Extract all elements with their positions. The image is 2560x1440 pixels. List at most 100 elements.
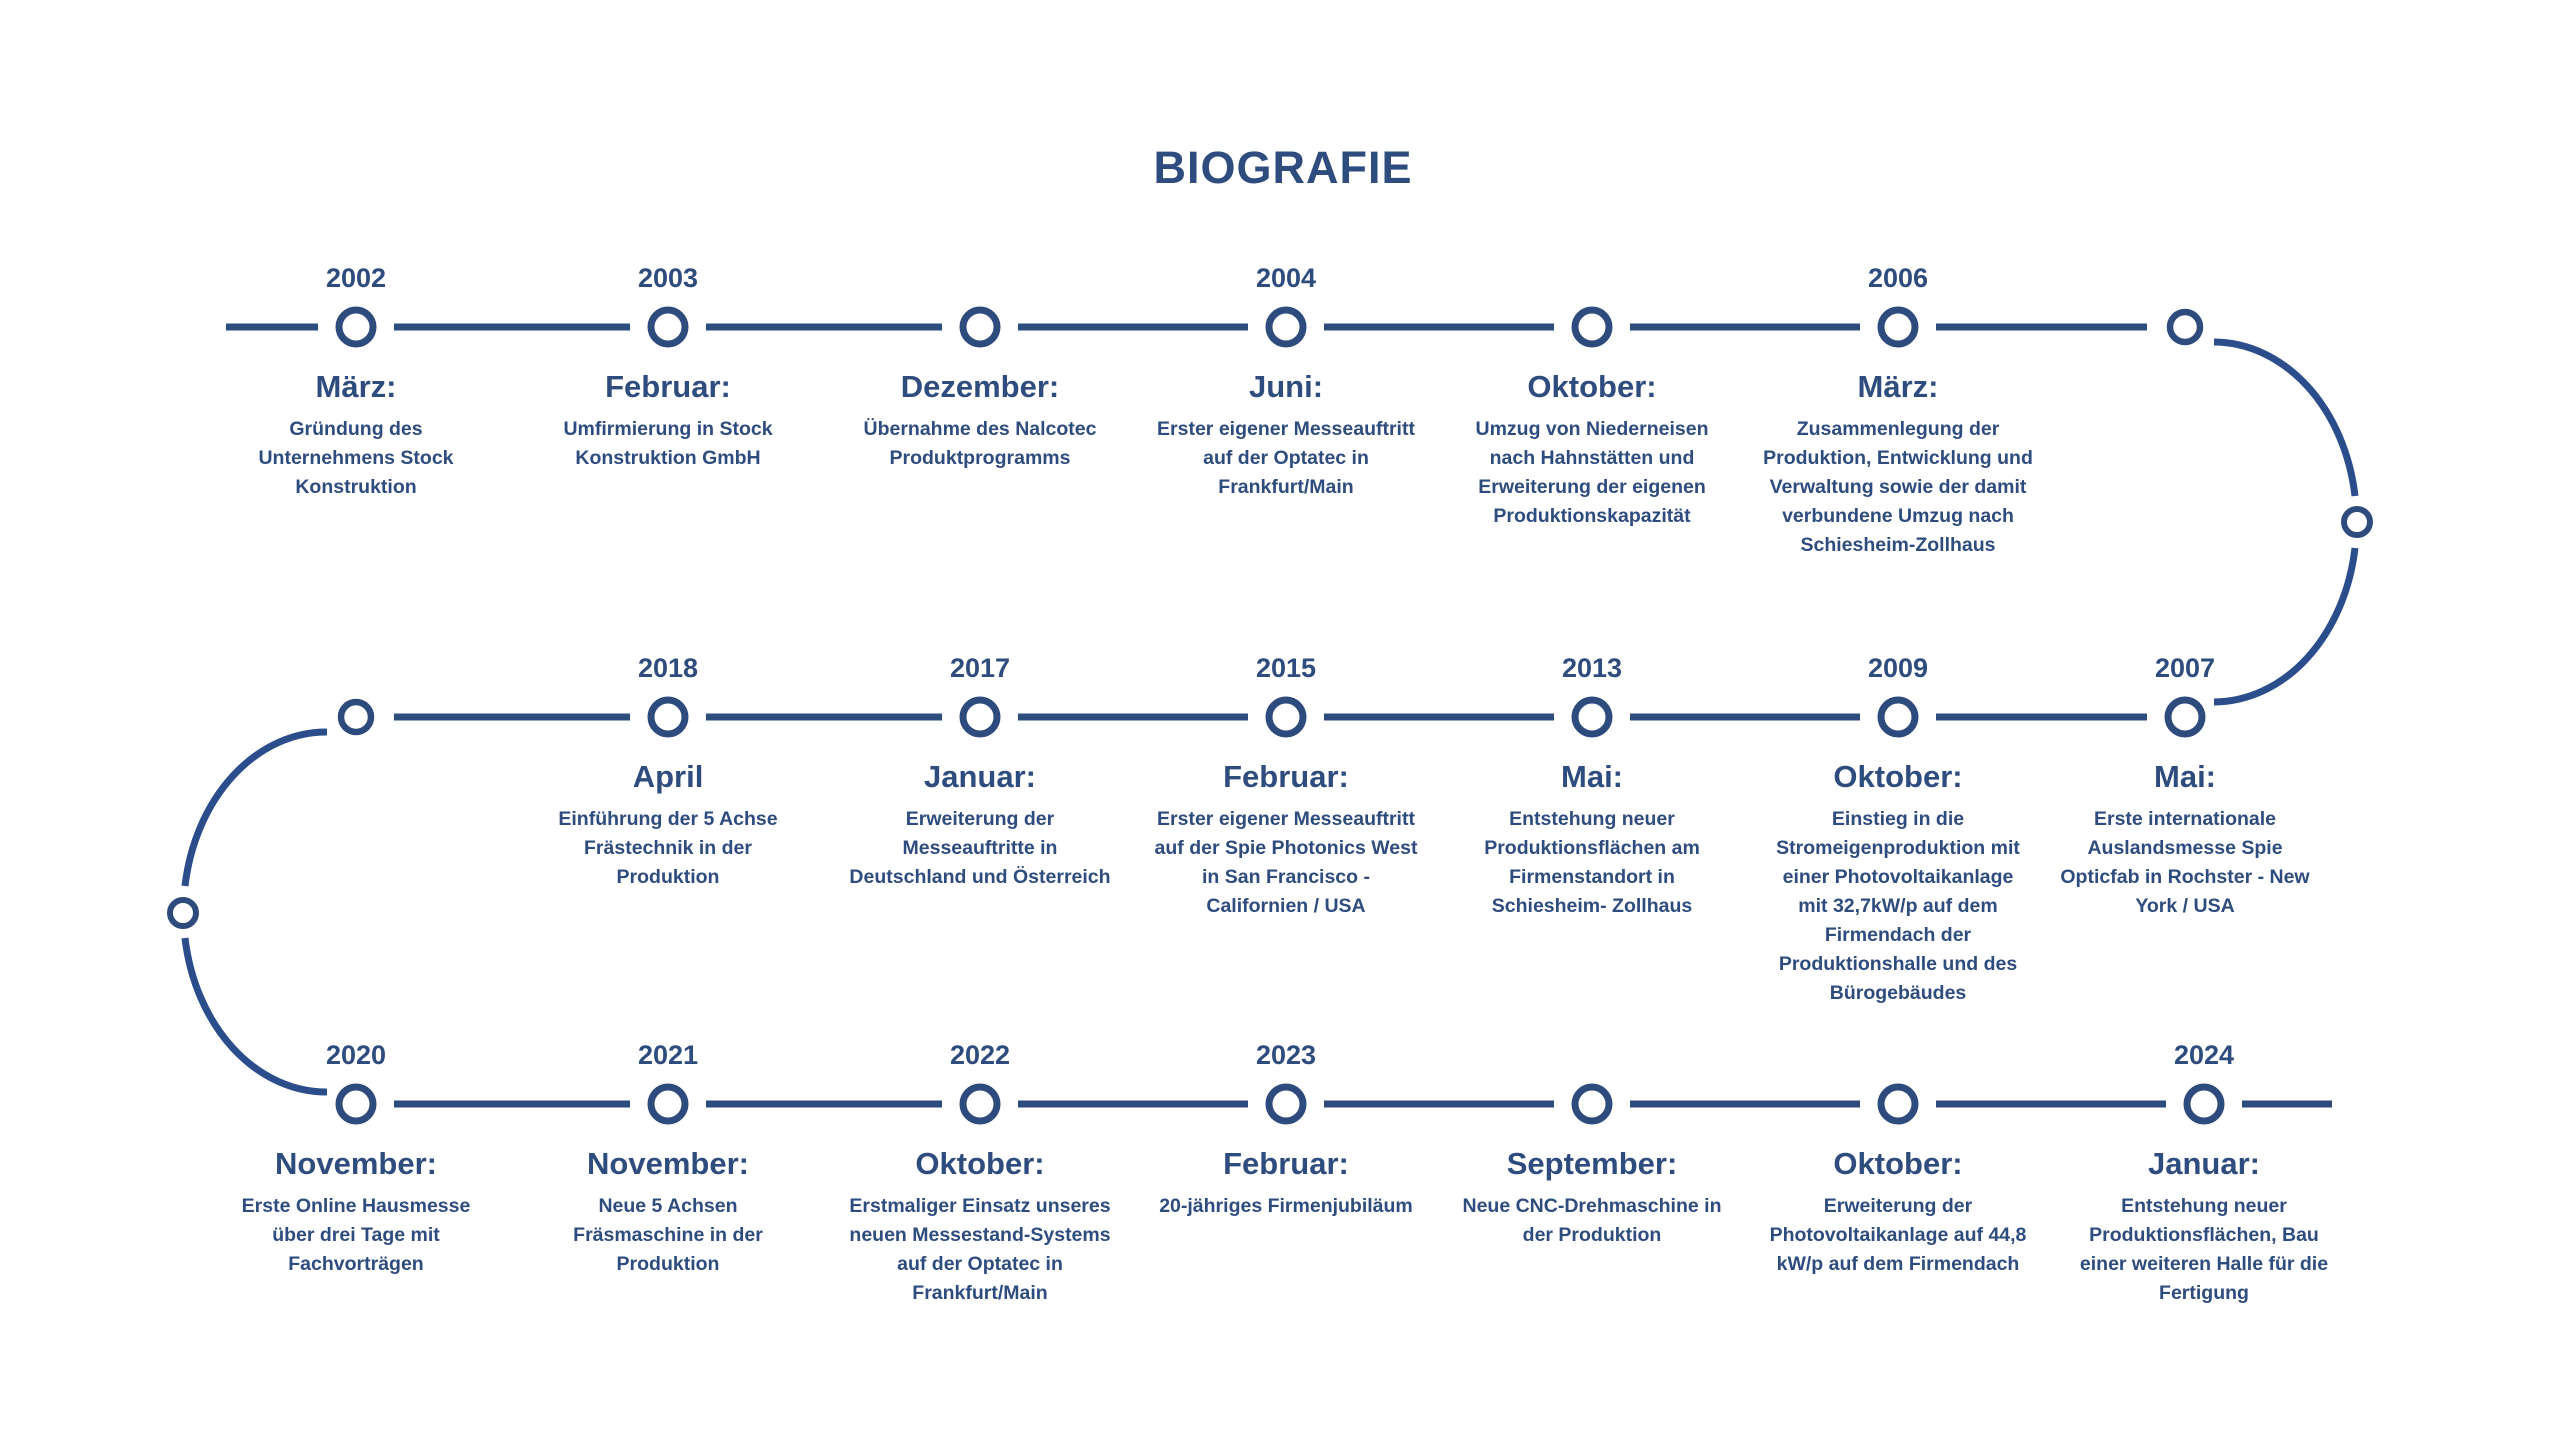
- milestone-description: Einführung der 5 Achse Frästechnik in de…: [558, 808, 778, 888]
- milestone-2006: 2006 März: Zusammenlegung der Produktion…: [1678, 263, 2118, 560]
- milestone-2020: 2020 November: Erste Online Hausmesse üb…: [136, 1040, 576, 1279]
- node-2021: [647, 1083, 689, 1125]
- milestone-2022: 2022 Oktober: Erstmaliger Einsatz unsere…: [760, 1040, 1200, 1308]
- milestone-year: 2002: [325, 263, 387, 293]
- node-oktober-pv: [1877, 1083, 1919, 1125]
- milestone-month: September:: [1506, 1146, 1678, 1181]
- milestone-2002: 2002 März: Gründung des Unternehmens Sto…: [136, 263, 576, 502]
- milestone-description: Erste internationale Auslandsmesse Spie …: [2060, 808, 2310, 917]
- node-2017: [959, 696, 1001, 738]
- milestone-month: Mai:: [1561, 759, 1623, 794]
- milestone-description: Erstmaliger Einsatz unseres neuen Messes…: [849, 1195, 1111, 1304]
- milestone-month: Oktober:: [1833, 1146, 1963, 1181]
- node-2002: [335, 306, 377, 348]
- milestone-description: Erster eigener Messeauftritt auf der Opt…: [1157, 418, 1415, 498]
- milestone-year: 2007: [2154, 653, 2216, 683]
- milestone-oktober-umzug: Oktober: Umzug von Niederneisen nach Hah…: [1372, 263, 1812, 531]
- milestone-year: 2017: [949, 653, 1011, 683]
- milestone-year: 2023: [1255, 1040, 1317, 1070]
- milestone-month: Mai:: [2154, 759, 2216, 794]
- milestone-description: Neue 5 Achsen Fräsmaschine in der Produk…: [573, 1195, 763, 1275]
- milestone-2009: 2009 Oktober: Einstieg in die Stromeigen…: [1678, 653, 2118, 1008]
- milestone-2021: 2021 November: Neue 5 Achsen Fräsmaschin…: [448, 1040, 888, 1279]
- milestone-2004: 2004 Juni: Erster eigener Messeauftritt …: [1066, 263, 1506, 502]
- milestone-month: März:: [1857, 369, 1939, 404]
- milestone-2018: 2018 April Einführung der 5 Achse Fräste…: [448, 653, 888, 892]
- node-2018: [647, 696, 689, 738]
- milestone-description: Umzug von Niederneisen nach Hahnstätten …: [1475, 418, 1709, 527]
- milestone-month: Dezember:: [900, 369, 1060, 404]
- milestone-2024: 2024 Januar: Entstehung neuer Produktion…: [1984, 1040, 2424, 1308]
- milestone-description: Umfirmierung in Stock Konstruktion GmbH: [563, 418, 773, 469]
- milestone-month: Februar:: [1223, 759, 1349, 794]
- milestone-2007: 2007 Mai: Erste internationale Auslandsm…: [1965, 653, 2405, 921]
- node-oktober-umzug: [1571, 306, 1613, 348]
- node-2004: [1265, 306, 1307, 348]
- milestone-month: Oktober:: [1833, 759, 1963, 794]
- corner-node-row1-end: [2166, 308, 2204, 346]
- corner-node-row2-start: [337, 698, 375, 736]
- milestone-description: Einstieg in die Stromeigenproduktion mit…: [1776, 808, 2020, 1004]
- node-2003: [647, 306, 689, 348]
- milestone-month: Februar:: [605, 369, 731, 404]
- connector-arc-right-top: [2213, 338, 2359, 497]
- milestone-description: Erste Online Hausmesse über drei Tage mi…: [241, 1195, 471, 1275]
- node-2013: [1571, 696, 1613, 738]
- milestone-dezember-2003: Dezember: Übernahme des Nalcotec Produkt…: [760, 263, 1200, 473]
- milestone-description: Erweiterung der Photovoltaikanlage auf 4…: [1769, 1195, 2027, 1275]
- milestone-2003: 2003 Februar: Umfirmierung in Stock Kons…: [448, 263, 888, 473]
- milestone-year: 2021: [637, 1040, 699, 1070]
- milestone-oktober-pv: Oktober: Erweiterung der Photovoltaikanl…: [1678, 1040, 2118, 1279]
- milestone-month: Oktober:: [915, 1146, 1045, 1181]
- node-2024: [2183, 1083, 2225, 1125]
- node-2009: [1877, 696, 1919, 738]
- arc-node-left: [167, 897, 199, 929]
- milestone-year: 2024: [2173, 1040, 2235, 1070]
- milestone-year: 2020: [325, 1040, 387, 1070]
- milestone-month: November:: [587, 1146, 749, 1181]
- milestone-month: Oktober:: [1527, 369, 1657, 404]
- milestone-year: 2018: [637, 653, 699, 683]
- milestone-month: April: [632, 759, 704, 794]
- milestone-description: Entstehung neuer Produktionsflächen am F…: [1484, 808, 1700, 917]
- milestone-2013: 2013 Mai: Entstehung neuer Produktionsfl…: [1372, 653, 1812, 921]
- milestone-description: 20-jähriges Firmenjubiläum: [1159, 1195, 1413, 1217]
- milestone-description: Übernahme des Nalcotec Produktprogramms: [863, 418, 1097, 469]
- milestone-description: Entstehung neuer Produktionsflächen, Bau…: [2079, 1195, 2329, 1304]
- node-2015: [1265, 696, 1307, 738]
- milestone-2017: 2017 Januar: Erweiterung der Messeauftri…: [760, 653, 1200, 892]
- milestone-description: Erster eigener Messeauftritt auf der Spi…: [1154, 808, 1418, 917]
- milestone-description: Neue CNC-Drehmaschine in der Produktion: [1462, 1195, 1722, 1246]
- milestone-month: Februar:: [1223, 1146, 1349, 1181]
- milestone-year: 2015: [1255, 653, 1317, 683]
- connector-arc-left-bottom: [181, 937, 328, 1096]
- connector-arc-right-bottom: [2213, 547, 2359, 706]
- milestone-year: 2003: [637, 263, 699, 293]
- node-2006: [1877, 306, 1919, 348]
- node-2020: [335, 1083, 377, 1125]
- node-2023: [1265, 1083, 1307, 1125]
- milestone-september: September: Neue CNC-Drehmaschine in der …: [1372, 1040, 1812, 1250]
- milestone-year: 2006: [1867, 263, 1929, 293]
- milestone-year: 2022: [949, 1040, 1011, 1070]
- milestone-2023: 2023 Februar: 20-jähriges Firmenjubiläum: [1066, 1040, 1506, 1221]
- connector-arc-left-top: [181, 728, 328, 887]
- milestone-month: März:: [315, 369, 397, 404]
- milestone-year: 2004: [1255, 263, 1317, 293]
- milestone-year: 2009: [1867, 653, 1929, 683]
- milestone-year: 2013: [1561, 653, 1623, 683]
- milestone-description: Erweiterung der Messeauftritte in Deutsc…: [849, 808, 1111, 888]
- milestone-description: Gründung des Unternehmens Stock Konstruk…: [258, 418, 454, 498]
- milestone-month: Januar:: [924, 759, 1036, 794]
- node-2022: [959, 1083, 1001, 1125]
- page-title: BIOGRAFIE: [1153, 142, 1413, 193]
- node-dezember: [959, 306, 1001, 348]
- milestone-2015: 2015 Februar: Erster eigener Messeauftri…: [1066, 653, 1506, 921]
- milestone-month: Juni:: [1248, 369, 1324, 404]
- node-september: [1571, 1083, 1613, 1125]
- arc-node-right: [2341, 506, 2373, 538]
- milestone-month: November:: [275, 1146, 437, 1181]
- milestone-month: Januar:: [2148, 1146, 2260, 1181]
- milestone-description: Zusammenlegung der Produktion, Entwicklu…: [1763, 418, 2033, 556]
